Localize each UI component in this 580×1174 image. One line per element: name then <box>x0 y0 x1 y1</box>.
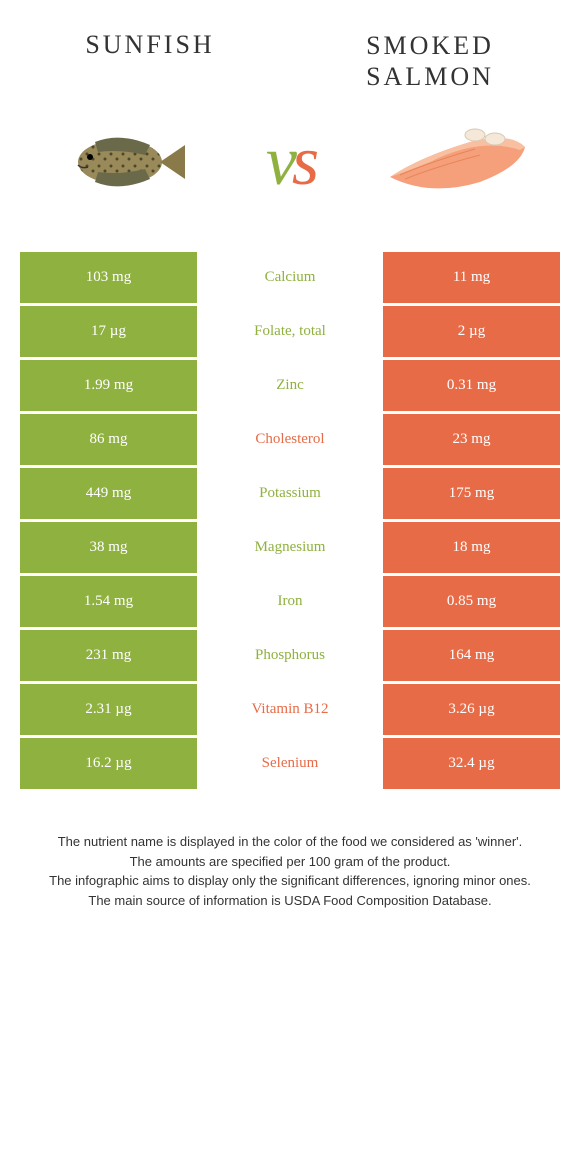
right-title-line1: Smoked <box>366 31 494 60</box>
right-value-cell: 11 mg <box>380 252 560 306</box>
nutrient-label-cell: Phosphorus <box>200 630 380 684</box>
sunfish-image <box>50 112 200 212</box>
table-row: 38 mgMagnesium18 mg <box>20 522 560 576</box>
table-row: 1.99 mgZinc0.31 mg <box>20 360 560 414</box>
left-value-cell: 17 µg <box>20 306 200 360</box>
footer-line-3: The infographic aims to display only the… <box>20 871 560 891</box>
nutrient-label-cell: Iron <box>200 576 380 630</box>
header-row: Sunfish Smoked salmon <box>20 30 560 92</box>
table-row: 2.31 µgVitamin B123.26 µg <box>20 684 560 738</box>
sunfish-icon <box>60 127 190 197</box>
left-value-cell: 16.2 µg <box>20 738 200 792</box>
table-row: 16.2 µgSelenium32.4 µg <box>20 738 560 792</box>
vs-label: vs <box>266 122 314 202</box>
salmon-image <box>380 112 530 212</box>
right-value-cell: 18 mg <box>380 522 560 576</box>
table-row: 449 mgPotassium175 mg <box>20 468 560 522</box>
footer-line-1: The nutrient name is displayed in the co… <box>20 832 560 852</box>
comparison-table: 103 mgCalcium11 mg17 µgFolate, total2 µg… <box>20 252 560 792</box>
right-value-cell: 2 µg <box>380 306 560 360</box>
right-food-title: Smoked salmon <box>330 30 530 92</box>
images-row: vs <box>20 112 560 212</box>
right-title-line2: salmon <box>366 62 494 91</box>
left-value-cell: 86 mg <box>20 414 200 468</box>
table-row: 17 µgFolate, total2 µg <box>20 306 560 360</box>
left-value-cell: 103 mg <box>20 252 200 306</box>
nutrient-label-cell: Calcium <box>200 252 380 306</box>
nutrient-label-cell: Vitamin B12 <box>200 684 380 738</box>
nutrient-label-cell: Selenium <box>200 738 380 792</box>
table-row: 1.54 mgIron0.85 mg <box>20 576 560 630</box>
nutrient-label-cell: Zinc <box>200 360 380 414</box>
nutrient-label-cell: Cholesterol <box>200 414 380 468</box>
right-value-cell: 0.85 mg <box>380 576 560 630</box>
table-row: 86 mgCholesterol23 mg <box>20 414 560 468</box>
salmon-icon <box>380 117 530 207</box>
nutrient-label-cell: Magnesium <box>200 522 380 576</box>
table-row: 231 mgPhosphorus164 mg <box>20 630 560 684</box>
right-value-cell: 23 mg <box>380 414 560 468</box>
vs-s: s <box>292 122 314 202</box>
left-value-cell: 38 mg <box>20 522 200 576</box>
footer-line-2: The amounts are specified per 100 gram o… <box>20 852 560 872</box>
table-row: 103 mgCalcium11 mg <box>20 252 560 306</box>
nutrient-label-cell: Potassium <box>200 468 380 522</box>
footer-notes: The nutrient name is displayed in the co… <box>20 832 560 910</box>
footer-line-4: The main source of information is USDA F… <box>20 891 560 911</box>
nutrient-label-cell: Folate, total <box>200 306 380 360</box>
right-value-cell: 164 mg <box>380 630 560 684</box>
left-value-cell: 231 mg <box>20 630 200 684</box>
left-value-cell: 449 mg <box>20 468 200 522</box>
vs-v: v <box>266 122 292 202</box>
right-value-cell: 0.31 mg <box>380 360 560 414</box>
right-value-cell: 3.26 µg <box>380 684 560 738</box>
left-value-cell: 1.99 mg <box>20 360 200 414</box>
right-value-cell: 175 mg <box>380 468 560 522</box>
right-value-cell: 32.4 µg <box>380 738 560 792</box>
left-value-cell: 1.54 mg <box>20 576 200 630</box>
left-value-cell: 2.31 µg <box>20 684 200 738</box>
left-food-title: Sunfish <box>50 30 250 60</box>
infographic-container: Sunfish Smoked salmon <box>0 0 580 930</box>
